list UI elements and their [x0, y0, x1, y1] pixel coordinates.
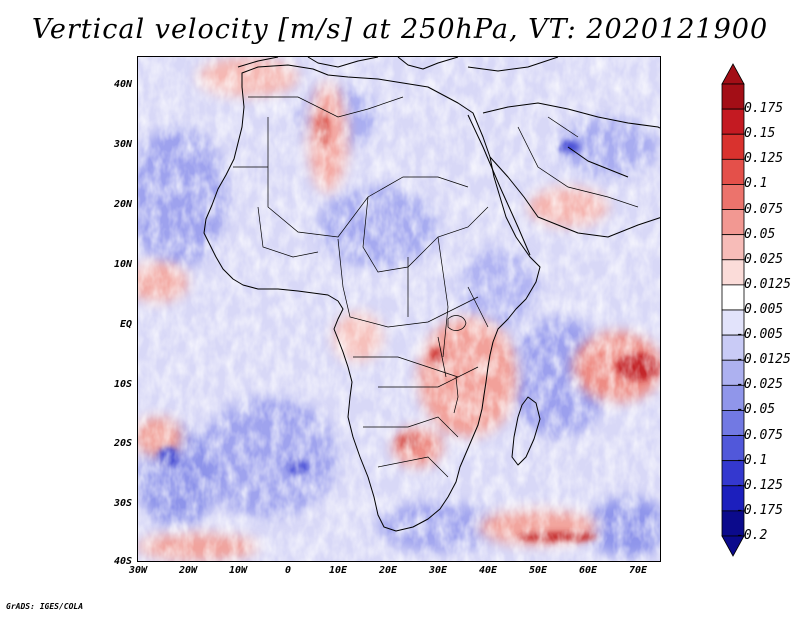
colorbar-swatch: [721, 108, 745, 135]
colorbar-label: -0.025: [736, 377, 783, 393]
border: [267, 117, 469, 238]
lon-tick-label: 20E: [378, 565, 398, 576]
lat-tick-label: 10S: [113, 379, 132, 390]
colorbar-label: 0.05: [744, 226, 776, 242]
border: [248, 96, 404, 118]
lon-tick-label: 40E: [478, 565, 498, 576]
colorbar-upper-extend: [721, 63, 745, 85]
colorbar: [721, 63, 745, 557]
map-field: [138, 57, 660, 561]
colorbar-lower-extend: [721, 535, 745, 557]
lon-tick-label: 50E: [528, 565, 548, 576]
lon-tick-label: 0: [284, 565, 292, 576]
colorbar-swatch: [721, 259, 745, 286]
country-borders: [233, 96, 639, 478]
map-frame: [137, 56, 661, 562]
coastlines: [203, 57, 660, 532]
colorbar-label: 0.15: [744, 126, 776, 142]
persian-gulf: [567, 146, 629, 178]
lat-tick-label: 10N: [113, 259, 132, 270]
texture-overlay: [138, 57, 660, 561]
colorbar-swatch: [721, 158, 745, 185]
arabia-coastline: [482, 102, 660, 238]
colorbar-label: -0.125: [736, 477, 783, 493]
africa-coastline: [203, 64, 541, 532]
lake-tanganyika: [437, 336, 447, 378]
colorbar-label: -0.005: [736, 327, 783, 343]
lon-tick-label: 30W: [128, 565, 148, 576]
lat-tick-label: 30S: [113, 498, 132, 509]
lon-tick-label: 60E: [578, 565, 598, 576]
colorbar-label: -0.2: [736, 528, 768, 543]
lon-tick-label: 10W: [228, 565, 248, 576]
colorbar-label: -0.1: [736, 452, 768, 468]
lake-malawi: [453, 376, 459, 414]
border: [337, 238, 479, 328]
colorbar-label: 0.1: [744, 176, 768, 192]
colorbar-label: 0.075: [744, 201, 784, 217]
lat-tick-label: 30N: [113, 139, 132, 150]
colorbar-label: 0.0125: [744, 276, 791, 292]
credit-text: GrADS: IGES/COLA: [6, 602, 84, 611]
border: [407, 236, 489, 358]
border: [353, 356, 479, 388]
colorbar-label: -0.175: [736, 502, 783, 518]
red-sea: [467, 114, 531, 256]
border: [233, 166, 319, 258]
madagascar-coastline: [511, 396, 541, 466]
colorbar-swatch: [721, 284, 745, 311]
lat-tick-label: EQ: [119, 319, 132, 330]
border: [517, 116, 639, 208]
colorbar-label: -0.05: [736, 402, 776, 418]
colorbar-swatch: [721, 184, 745, 210]
lat-tick-label: 20N: [113, 199, 132, 210]
colorbar-label: 0.175: [744, 101, 784, 117]
colorbar-label: -0.0125: [736, 352, 791, 368]
colorbar-swatch: [721, 133, 745, 160]
colorbar-label: -0.075: [736, 427, 783, 443]
colorbar-swatch: [721, 209, 745, 236]
figure-title: Vertical velocity [m/s] at 250hPa, VT: 2…: [31, 14, 769, 45]
lat-tick-label: 40N: [113, 79, 132, 90]
lon-tick-label: 70E: [628, 565, 648, 576]
colorbar-label: 0.125: [744, 151, 784, 167]
colorbar-swatch: [721, 234, 745, 261]
lon-tick-label: 20W: [178, 565, 198, 576]
lake-victoria: [447, 315, 467, 331]
colorbar-label: 0.005: [744, 302, 784, 317]
lon-tick-label: 10E: [328, 565, 348, 576]
border: [363, 416, 459, 478]
lon-tick-label: 30E: [428, 565, 448, 576]
colorbar-swatch: [721, 83, 745, 110]
colorbar-label: 0.025: [744, 251, 784, 267]
lat-tick-label: 40S: [113, 556, 132, 567]
lat-tick-label: 20S: [113, 438, 132, 449]
europe-coastline: [237, 57, 559, 72]
